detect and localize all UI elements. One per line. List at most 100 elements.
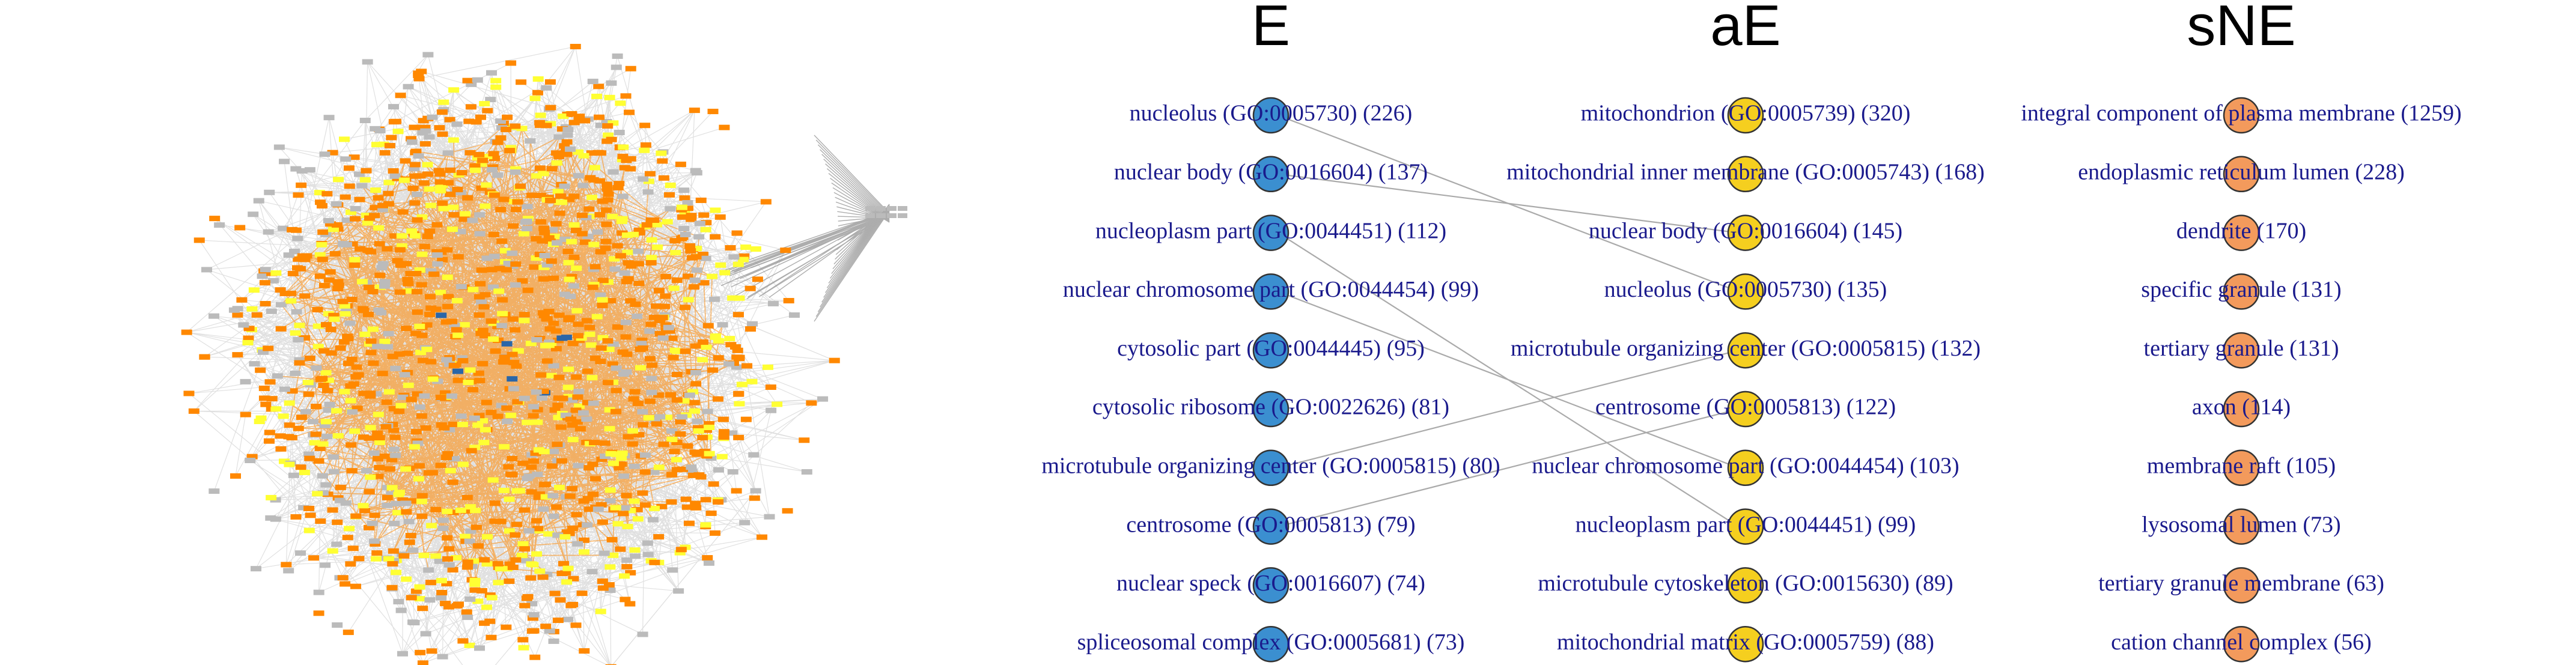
network-node: [537, 310, 549, 316]
network-edge: [308, 363, 729, 383]
network-edge: [748, 214, 890, 298]
network-node: [410, 330, 422, 336]
network-node: [651, 222, 663, 228]
network-node: [697, 357, 708, 363]
network-node: [315, 199, 326, 205]
network-node: [538, 312, 550, 318]
network-node: [283, 252, 294, 258]
network-edge: [388, 333, 477, 528]
network-node: [401, 509, 412, 515]
network-node: [344, 183, 355, 189]
network-node: [556, 570, 568, 576]
network-node: [704, 421, 715, 427]
network-edge: [583, 155, 693, 250]
network-node: [597, 297, 608, 303]
network-edge: [815, 139, 890, 215]
network-node: [486, 410, 497, 416]
network-node: [296, 182, 307, 188]
network-node: [416, 214, 428, 220]
network-node: [312, 323, 324, 329]
network-edge: [615, 354, 628, 412]
network-node: [495, 566, 506, 572]
network-node: [309, 440, 320, 446]
network-node: [290, 370, 301, 376]
network-node: [489, 192, 500, 198]
network-node: [691, 267, 702, 273]
network-node: [480, 292, 491, 298]
network-node: [604, 487, 616, 493]
network-node: [547, 227, 558, 233]
network-node: [534, 491, 546, 497]
network-node: [354, 171, 365, 177]
network-node: [392, 258, 403, 264]
network-node: [562, 384, 574, 390]
network-node: [428, 271, 440, 277]
network-node: [568, 283, 579, 289]
network-node: [666, 436, 678, 442]
network-node: [689, 449, 701, 455]
network-node: [680, 496, 692, 502]
network-node: [510, 532, 521, 538]
network-node: [552, 442, 563, 448]
network-node: [414, 596, 425, 602]
network-node: [442, 150, 454, 156]
network-node: [614, 465, 625, 471]
network-node: [619, 165, 630, 171]
network-node: [474, 231, 486, 237]
network-node: [526, 561, 537, 567]
network-node: [414, 463, 425, 469]
network-node: [511, 521, 522, 527]
network-edge: [325, 234, 686, 352]
network-node: [689, 284, 700, 290]
network-node: [601, 221, 612, 227]
network-node: [448, 509, 459, 515]
network-node: [348, 381, 359, 387]
network-edge: [695, 404, 778, 453]
network-node: [714, 214, 726, 220]
network-node: [556, 335, 568, 341]
network-node: [670, 250, 681, 256]
network-node: [531, 173, 542, 179]
network-node: [346, 356, 358, 362]
network-node: [698, 212, 710, 218]
network-node: [425, 202, 437, 208]
network-node: [395, 262, 406, 268]
network-node: [405, 271, 416, 277]
network-node: [346, 297, 358, 303]
network-node: [700, 497, 711, 503]
network-node: [571, 419, 583, 425]
network-node: [386, 457, 398, 463]
network-node: [600, 245, 611, 251]
network-node: [296, 414, 307, 421]
network-node: [642, 540, 653, 546]
network-node: [607, 552, 619, 558]
network-node: [579, 239, 591, 245]
network-node: [289, 249, 300, 255]
network-node: [437, 526, 449, 532]
network-edge: [330, 309, 364, 330]
network-node: [574, 114, 585, 120]
network-node: [332, 286, 344, 292]
network-node: [750, 246, 761, 252]
network-node: [678, 398, 690, 404]
network-node: [447, 567, 458, 573]
network-node: [576, 231, 588, 237]
network-node: [476, 267, 487, 273]
network-node: [469, 163, 481, 169]
network-node: [434, 558, 445, 564]
network-node: [537, 574, 549, 580]
network-node: [612, 184, 624, 190]
network-node: [508, 386, 519, 392]
network-node: [446, 226, 458, 232]
network-node: [397, 209, 409, 215]
network-node: [713, 467, 724, 473]
network-edge: [419, 46, 576, 79]
network-node: [340, 194, 351, 200]
network-node: [403, 288, 414, 294]
network-node: [555, 193, 567, 199]
network-node: [407, 547, 419, 553]
network-node: [424, 134, 435, 140]
network-node: [727, 295, 738, 301]
network-node: [529, 96, 541, 102]
network-node: [276, 302, 287, 308]
